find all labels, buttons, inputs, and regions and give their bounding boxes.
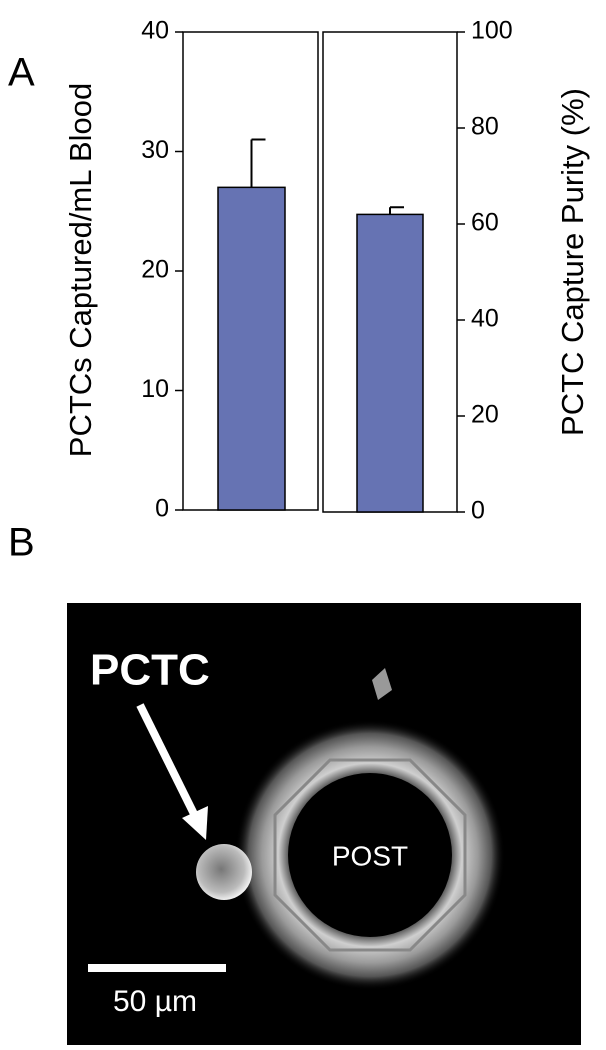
y-axis-label: PCTCs Captured/mL Blood bbox=[63, 83, 98, 457]
micrograph: PCTC POST 50 µm bbox=[67, 603, 581, 1045]
y2-tick-label: 0 bbox=[471, 497, 485, 525]
post-outline bbox=[273, 758, 467, 952]
y-tick-label: 20 bbox=[141, 256, 169, 284]
error-bar bbox=[250, 138, 266, 188]
y2-tick-label: 40 bbox=[471, 305, 499, 333]
bar bbox=[356, 213, 424, 513]
y2-tick-label: 100 bbox=[471, 17, 513, 45]
y2-axis-label: PCTC Capture Purity (%) bbox=[555, 88, 590, 436]
bar bbox=[217, 186, 286, 511]
error-bar bbox=[389, 206, 404, 215]
y2-tick-label: 20 bbox=[471, 401, 499, 429]
y-tick-label: 0 bbox=[155, 495, 169, 523]
y2-tick-label: 60 bbox=[471, 209, 499, 237]
cell-label: PCTC bbox=[90, 646, 210, 695]
debris bbox=[372, 668, 392, 700]
arrow-head bbox=[182, 806, 208, 840]
scale-bar-label: 50 µm bbox=[113, 985, 197, 1018]
post-center bbox=[288, 773, 452, 937]
y-tick-label: 40 bbox=[141, 17, 169, 45]
cell bbox=[196, 844, 252, 900]
scale-bar bbox=[88, 964, 226, 972]
y-tick-label: 10 bbox=[141, 375, 169, 403]
y2-tick-label: 80 bbox=[471, 113, 499, 141]
arrow-shaft bbox=[136, 703, 200, 820]
post-label: POST bbox=[332, 840, 408, 871]
y-tick-label: 30 bbox=[141, 136, 169, 164]
panel-label: B bbox=[8, 521, 35, 565]
panel-label: A bbox=[8, 51, 35, 95]
